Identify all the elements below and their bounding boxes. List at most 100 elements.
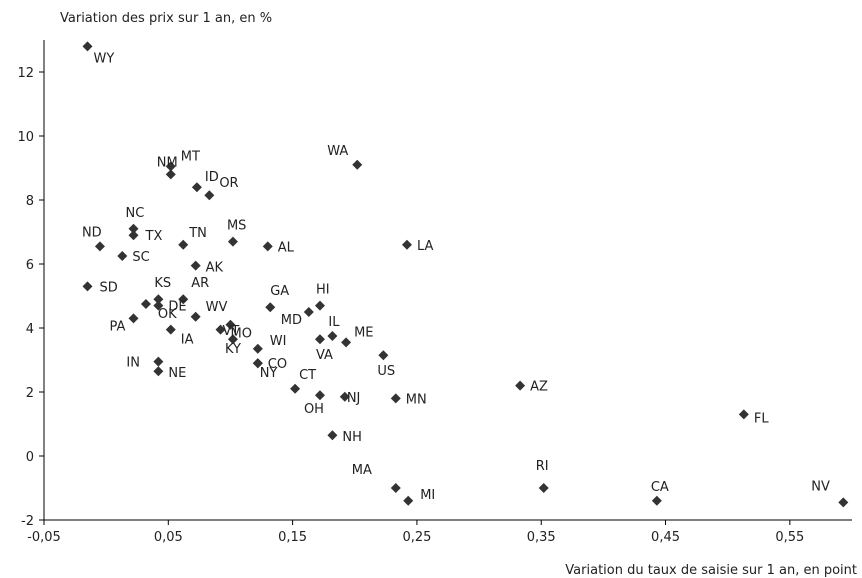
point-label: AL (278, 240, 295, 255)
point-label: NC (126, 206, 145, 221)
point-label: MA (352, 463, 372, 478)
point-label: MN (406, 392, 427, 407)
y-tick-label: 2 (26, 386, 34, 401)
point-marker (378, 350, 389, 361)
point-label: IL (328, 315, 340, 330)
point-marker (290, 383, 301, 394)
point-label: MS (227, 219, 246, 234)
point-marker (265, 302, 276, 313)
y-tick-label: 8 (26, 194, 34, 209)
point-marker (128, 223, 139, 234)
point-label: NY (260, 366, 278, 381)
point-label: VT (222, 324, 239, 339)
point-marker (651, 495, 662, 506)
point-marker (117, 251, 128, 261)
point-marker (314, 334, 325, 345)
point-label: NJ (347, 391, 361, 406)
point-label: ND (82, 225, 102, 240)
x-tick-label: 0,05 (154, 530, 183, 545)
point-marker (153, 300, 164, 311)
point-marker (227, 236, 238, 247)
point-marker (128, 313, 139, 324)
point-marker (190, 311, 201, 322)
point-marker (314, 300, 325, 311)
point-marker (390, 393, 401, 404)
point-label: DE (168, 300, 186, 315)
point-label: NM (157, 155, 178, 170)
point-label: MD (281, 313, 302, 328)
point-marker (165, 169, 176, 180)
point-label: TN (188, 226, 207, 241)
point-label: IA (181, 333, 194, 348)
point-marker (838, 497, 849, 508)
point-label: SC (132, 250, 149, 265)
axes (43, 40, 852, 521)
point-marker (191, 182, 202, 193)
point-label: CA (651, 480, 669, 495)
point-marker (190, 260, 201, 271)
point-marker (252, 343, 263, 354)
point-label: ID (205, 170, 219, 185)
point-marker (153, 356, 164, 367)
point-marker (178, 294, 189, 305)
point-label: MT (181, 149, 200, 164)
point-marker (165, 161, 176, 172)
point-marker (303, 307, 314, 317)
point-marker (262, 241, 273, 252)
point-marker (153, 366, 164, 377)
x-tick-label: 0,55 (775, 530, 804, 545)
y-tick-label: 0 (26, 450, 34, 465)
tick-marks (39, 71, 791, 525)
point-label: US (377, 364, 395, 379)
point-marker (94, 241, 105, 252)
point-marker (327, 430, 338, 441)
point-marker (738, 409, 749, 420)
point-label: PA (110, 319, 126, 334)
y-tick-label: 4 (26, 322, 34, 337)
point-label: WY (94, 51, 115, 66)
point-label: VA (316, 348, 333, 363)
point-label: TX (145, 229, 163, 244)
point-marker (339, 391, 350, 402)
point-label: FL (754, 411, 769, 426)
point-marker (165, 324, 176, 335)
y-tick-label: 12 (17, 66, 34, 81)
point-marker (82, 41, 93, 52)
point-label: MO (231, 327, 252, 342)
point-marker (140, 299, 151, 309)
point-marker (538, 483, 549, 493)
point-label: KS (154, 276, 171, 291)
y-axis-title: Variation des prix sur 1 an, en % (60, 11, 272, 26)
point-label: NH (342, 430, 362, 445)
point-label: HI (316, 283, 330, 298)
point-marker (153, 294, 164, 305)
point-label: OK (158, 307, 177, 322)
point-marker (403, 495, 414, 506)
point-label: KY (225, 342, 241, 357)
point-label: NE (168, 366, 186, 381)
x-tick-label: 0,35 (527, 530, 556, 545)
point-label: CO (268, 357, 287, 372)
point-label: IN (126, 356, 140, 371)
point-marker (390, 483, 401, 493)
point-marker (314, 390, 325, 401)
tick-labels: -2 0 2 4 6 8 10 12 -0,05 0,05 0,15 0,25 0,35 0,45 0,55 (17, 66, 804, 545)
point-marker (225, 319, 236, 330)
point-marker (215, 324, 226, 335)
point-label: WV (206, 300, 228, 315)
x-tick-label: 0,15 (278, 530, 307, 545)
point-label: SD (100, 280, 118, 295)
point-label: MI (420, 488, 435, 503)
point-label: NV (811, 479, 830, 494)
point-label: LA (417, 239, 434, 254)
point-label: ME (354, 325, 373, 340)
point-marker (327, 331, 338, 341)
point-marker (352, 159, 363, 170)
point-label: CT (299, 368, 316, 383)
point-label: RI (536, 459, 549, 474)
point-label: OH (304, 402, 324, 417)
point-marker (252, 358, 263, 369)
point-label: OR (219, 176, 238, 191)
x-tick-label: 0,45 (651, 530, 680, 545)
